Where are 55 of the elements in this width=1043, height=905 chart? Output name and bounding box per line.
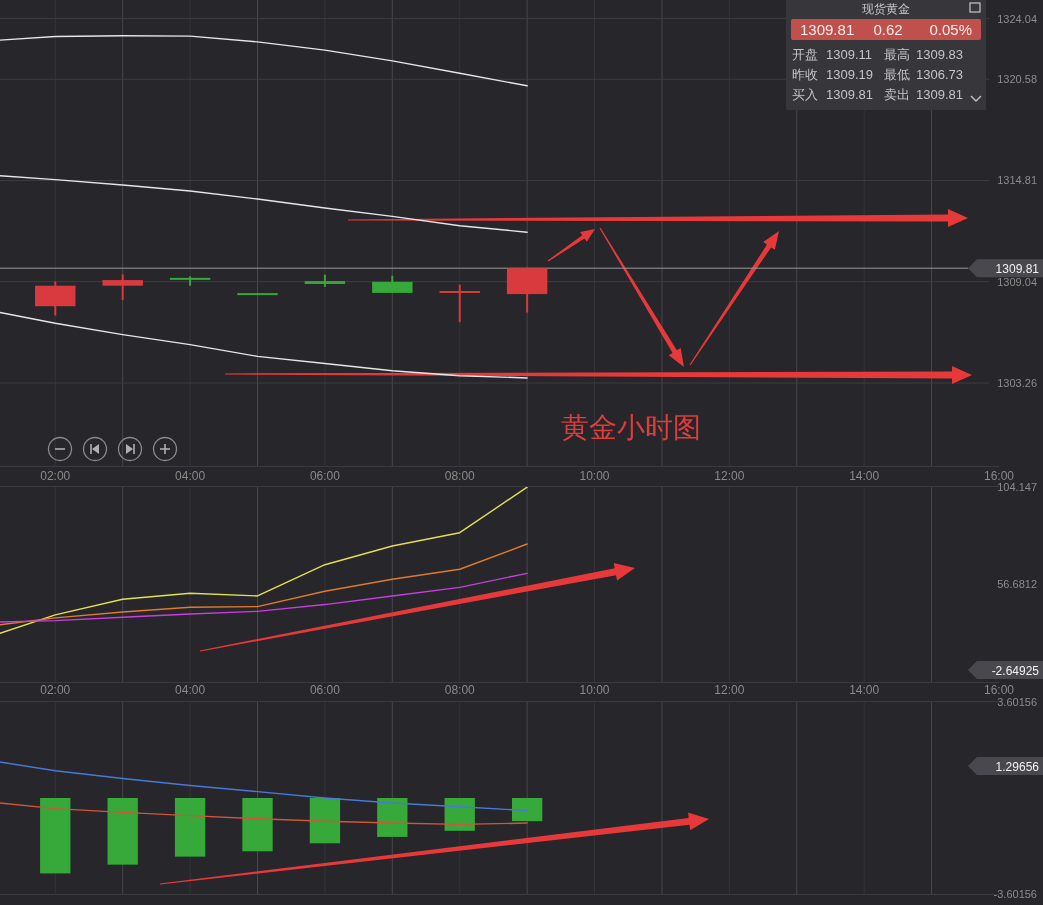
annotation: 1309.81: [800, 21, 855, 38]
y-tick-label: 1320.58: [997, 73, 1037, 86]
annotation: 开盘: [792, 47, 818, 62]
annotation: 1309.11: [826, 47, 873, 62]
x-tick-label: 06:00: [309, 469, 341, 483]
x-tick-label: 10:00: [579, 683, 610, 697]
line-series: [0, 761, 528, 812]
text: 现货黄金: [862, 2, 910, 16]
y-tick-label: -3.60156: [993, 888, 1037, 900]
x-tick-label: 10:00: [579, 469, 610, 483]
annotation: 黄金小时图: [561, 412, 701, 443]
y-tick-label: 3.60156: [997, 696, 1037, 708]
x-tick-label: 16:00: [983, 469, 1015, 483]
candlestick: [439, 283, 480, 324]
line-series: [0, 35, 528, 87]
x-tick-label: 08:00: [444, 469, 476, 483]
annotation: 最低: [884, 67, 910, 82]
line-series: [0, 802, 528, 826]
x-tick-label: 02:00: [40, 683, 71, 697]
x-tick-label: 02:00: [40, 469, 71, 483]
annotation: 1309.19: [826, 67, 873, 82]
annotation: 1306.73: [916, 67, 963, 82]
annotation: 1309.81: [916, 87, 963, 102]
line-series: [0, 175, 528, 233]
x-tick-label: 14:00: [849, 469, 880, 483]
y-tick-label: 56.6812: [997, 578, 1037, 591]
y-tick-label: 104.147: [997, 481, 1037, 493]
x-tick-label: 12:00: [714, 683, 745, 697]
y-tick-label: 1309.04: [997, 275, 1037, 288]
annotation: 0.62: [873, 21, 903, 38]
x-tick-label: 06:00: [309, 683, 341, 697]
x-tick-label: 12:00: [714, 469, 745, 483]
annotation: 1309.81: [826, 87, 873, 102]
annotation: 最高: [884, 47, 910, 62]
y-tick-label: 1314.81: [997, 174, 1037, 187]
annotation: 0.05%: [929, 21, 972, 38]
x-tick-label: 08:00: [444, 683, 476, 697]
y-tick-label: 1303.26: [997, 377, 1037, 390]
annotation: 昨收: [792, 67, 818, 82]
annotation: 1.29656: [995, 759, 1040, 774]
line-series: [0, 487, 528, 635]
line-series: [0, 572, 528, 623]
x-tick-label: 16:00: [983, 683, 1015, 697]
ref-line-label: 1309.81: [995, 261, 1040, 276]
x-tick-label: 14:00: [849, 683, 880, 697]
candlestick: [102, 273, 143, 302]
y-tick-label: 1324.04: [997, 12, 1037, 25]
annotation: -2.64925: [991, 663, 1040, 678]
annotation: 买入: [792, 87, 818, 102]
x-tick-label: 04:00: [175, 683, 206, 697]
line-series: [0, 311, 528, 379]
annotation: 卖出: [884, 87, 910, 102]
x-tick-label: 04:00: [175, 469, 206, 483]
line-series: [0, 543, 528, 626]
annotation: 1309.83: [916, 47, 963, 62]
